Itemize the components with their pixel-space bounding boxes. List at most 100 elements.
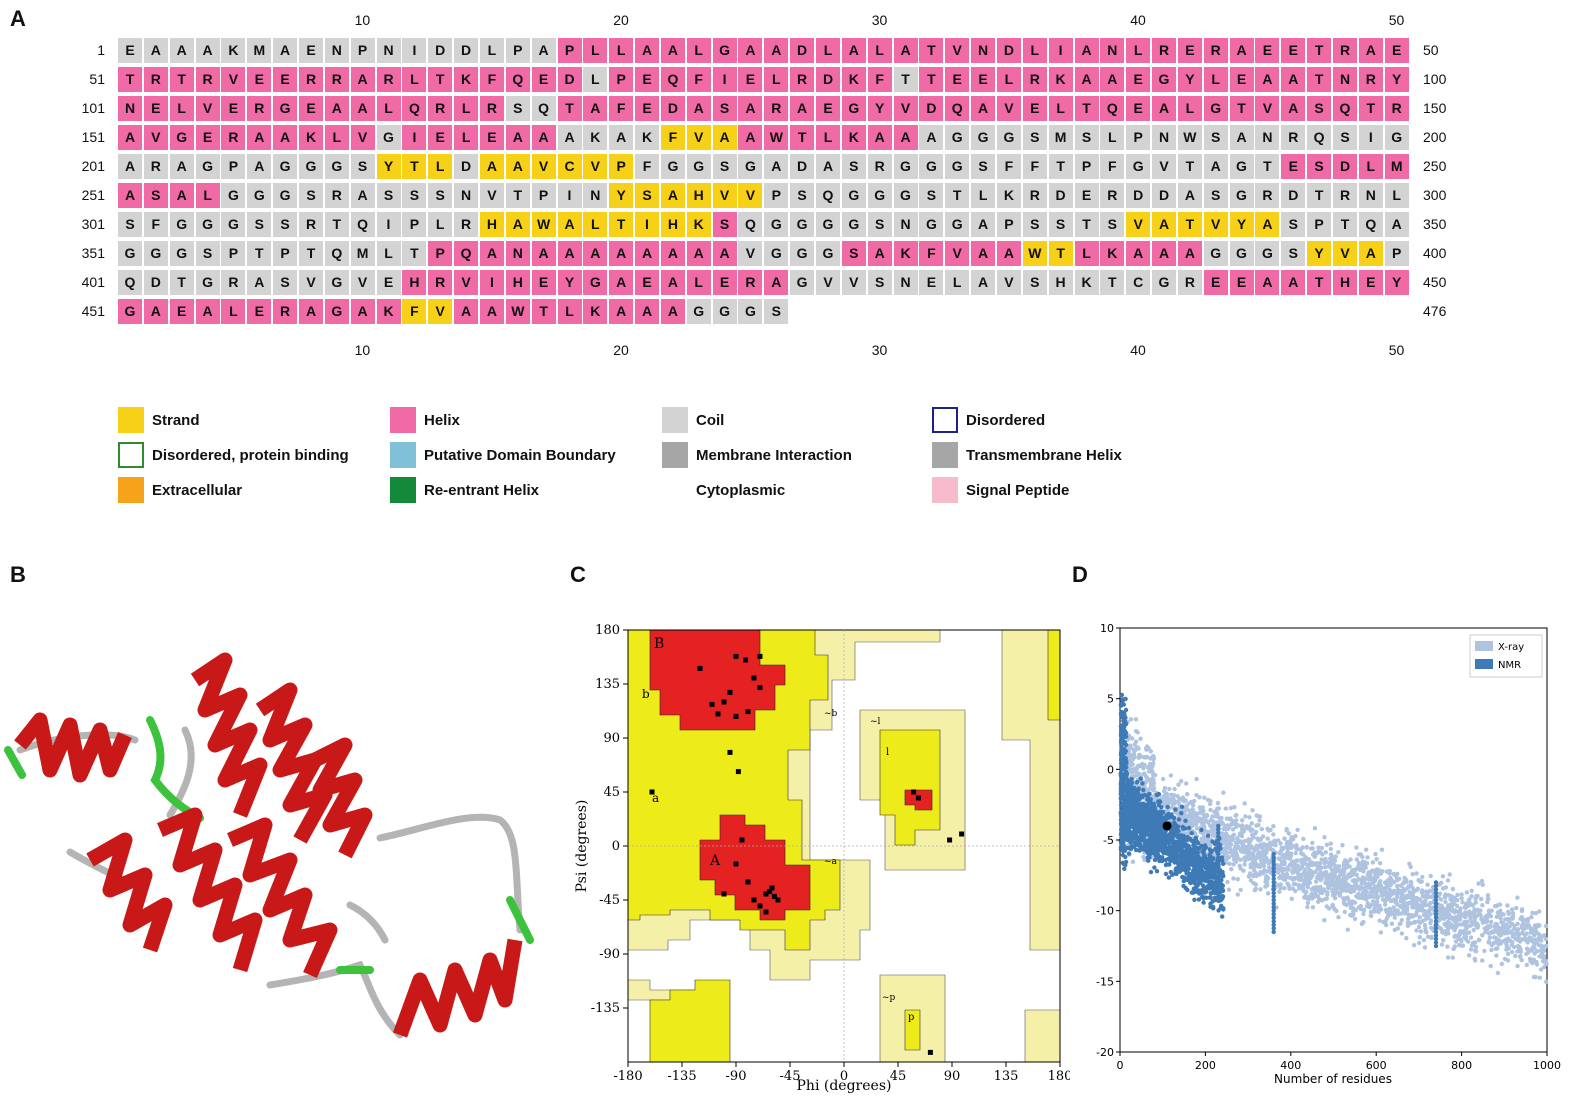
residue-cell: G xyxy=(273,96,298,121)
residue-cell: P xyxy=(221,154,246,179)
nmr-point xyxy=(1216,876,1221,882)
residue-cell: N xyxy=(505,241,530,266)
xray-point xyxy=(1430,905,1435,910)
xray-point xyxy=(1459,896,1464,901)
xray-point xyxy=(1505,903,1510,908)
region-label-B: B xyxy=(654,636,664,652)
xray-point xyxy=(1228,816,1233,821)
residue-cell: T xyxy=(1307,38,1332,63)
xray-point xyxy=(1151,761,1156,766)
residue-cell: S xyxy=(1100,212,1125,237)
residue-cell: S xyxy=(1203,183,1228,208)
nmr-point xyxy=(1131,813,1136,818)
xray-point xyxy=(1377,885,1382,890)
xray-point xyxy=(1322,835,1327,840)
xray-point xyxy=(1484,916,1489,921)
xray-point xyxy=(1473,900,1478,905)
nmr-point xyxy=(1133,791,1138,796)
xray-point xyxy=(1284,871,1290,877)
residue-cell: M xyxy=(1048,125,1073,150)
nmr-point xyxy=(1171,815,1177,821)
nmr-point xyxy=(1154,869,1160,874)
residue-cell: G xyxy=(376,125,401,150)
xray-point xyxy=(1383,902,1388,907)
nmr-point xyxy=(1204,857,1209,863)
residue-cell: L xyxy=(1126,38,1151,63)
xray-point xyxy=(1475,921,1480,927)
residue-point xyxy=(757,903,763,909)
row-end-number: 350 xyxy=(1423,216,1447,232)
xray-point xyxy=(1305,900,1311,905)
xray-point xyxy=(1346,872,1351,877)
residue-cell: R xyxy=(1358,67,1383,92)
residue-cell: G xyxy=(660,154,685,179)
residue-cell: R xyxy=(738,270,763,295)
nmr-point xyxy=(1181,875,1186,880)
xray-point xyxy=(1328,846,1333,852)
xray-point xyxy=(1340,882,1346,887)
row-end-number: 300 xyxy=(1423,187,1447,203)
coil-segment xyxy=(376,813,524,934)
legend-item: Helix xyxy=(390,407,460,433)
y-tick-label: 90 xyxy=(603,731,620,746)
xray-point xyxy=(1247,815,1252,820)
xray-point xyxy=(1208,829,1213,834)
xray-point xyxy=(1402,888,1407,893)
xray-point xyxy=(1207,801,1213,807)
residue-cell: A xyxy=(919,125,944,150)
nmr-point xyxy=(1136,818,1141,823)
nmr-point xyxy=(1209,849,1214,854)
residue-cell: G xyxy=(195,270,220,295)
y-tick-label: -45 xyxy=(599,893,620,908)
residue-cell: K xyxy=(376,299,401,324)
region-label-tilde-l: ~l xyxy=(870,717,881,727)
legend-item: Disordered xyxy=(932,407,1045,433)
xray-point xyxy=(1364,847,1369,852)
xray-point xyxy=(1240,827,1245,832)
top-position-tick: 30 xyxy=(871,12,888,28)
residue-point xyxy=(733,713,739,719)
xray-point xyxy=(1277,889,1282,894)
nmr-point xyxy=(1127,812,1133,818)
nmr-point xyxy=(1208,891,1214,896)
residue-cell: S xyxy=(1022,212,1047,237)
xray-point xyxy=(1378,930,1384,935)
xray-point xyxy=(1511,934,1516,939)
residue-cell: N xyxy=(1255,125,1280,150)
turn-segments xyxy=(4,716,534,974)
residue-point xyxy=(721,699,727,705)
xray-point xyxy=(1387,909,1393,915)
residue-cell: A xyxy=(531,241,556,266)
residue-cell: E xyxy=(531,270,556,295)
xray-point xyxy=(1150,754,1155,760)
nmr-point xyxy=(1170,853,1175,858)
residue-cell: N xyxy=(454,183,479,208)
nmr-point xyxy=(1216,851,1221,857)
xray-point xyxy=(1194,822,1199,827)
xray-point xyxy=(1450,886,1456,892)
residue-cell: A xyxy=(1255,270,1280,295)
residue-cell: G xyxy=(143,241,168,266)
nmr-point xyxy=(1271,873,1276,878)
nmr-point xyxy=(1220,914,1225,919)
residue-cell: A xyxy=(118,183,142,208)
residue-cell: Q xyxy=(350,212,375,237)
xray-point xyxy=(1395,894,1400,899)
xray-point xyxy=(1475,913,1480,918)
nmr-point xyxy=(1118,733,1124,739)
xray-point xyxy=(1299,873,1305,878)
xray-point xyxy=(1369,894,1374,899)
xray-point xyxy=(1225,879,1230,885)
xray-point xyxy=(1126,752,1131,758)
x-tick-label: -180 xyxy=(613,1069,642,1084)
residue-cell: L xyxy=(376,241,401,266)
xray-point xyxy=(1296,877,1302,882)
nmr-point xyxy=(1119,831,1124,836)
residue-cell: G xyxy=(919,154,944,179)
residue-cell: Y xyxy=(609,183,634,208)
region-label-l: l xyxy=(886,747,889,758)
residue-cell: V xyxy=(195,96,220,121)
residue-cell: T xyxy=(1177,154,1202,179)
residue-point xyxy=(927,1049,933,1055)
